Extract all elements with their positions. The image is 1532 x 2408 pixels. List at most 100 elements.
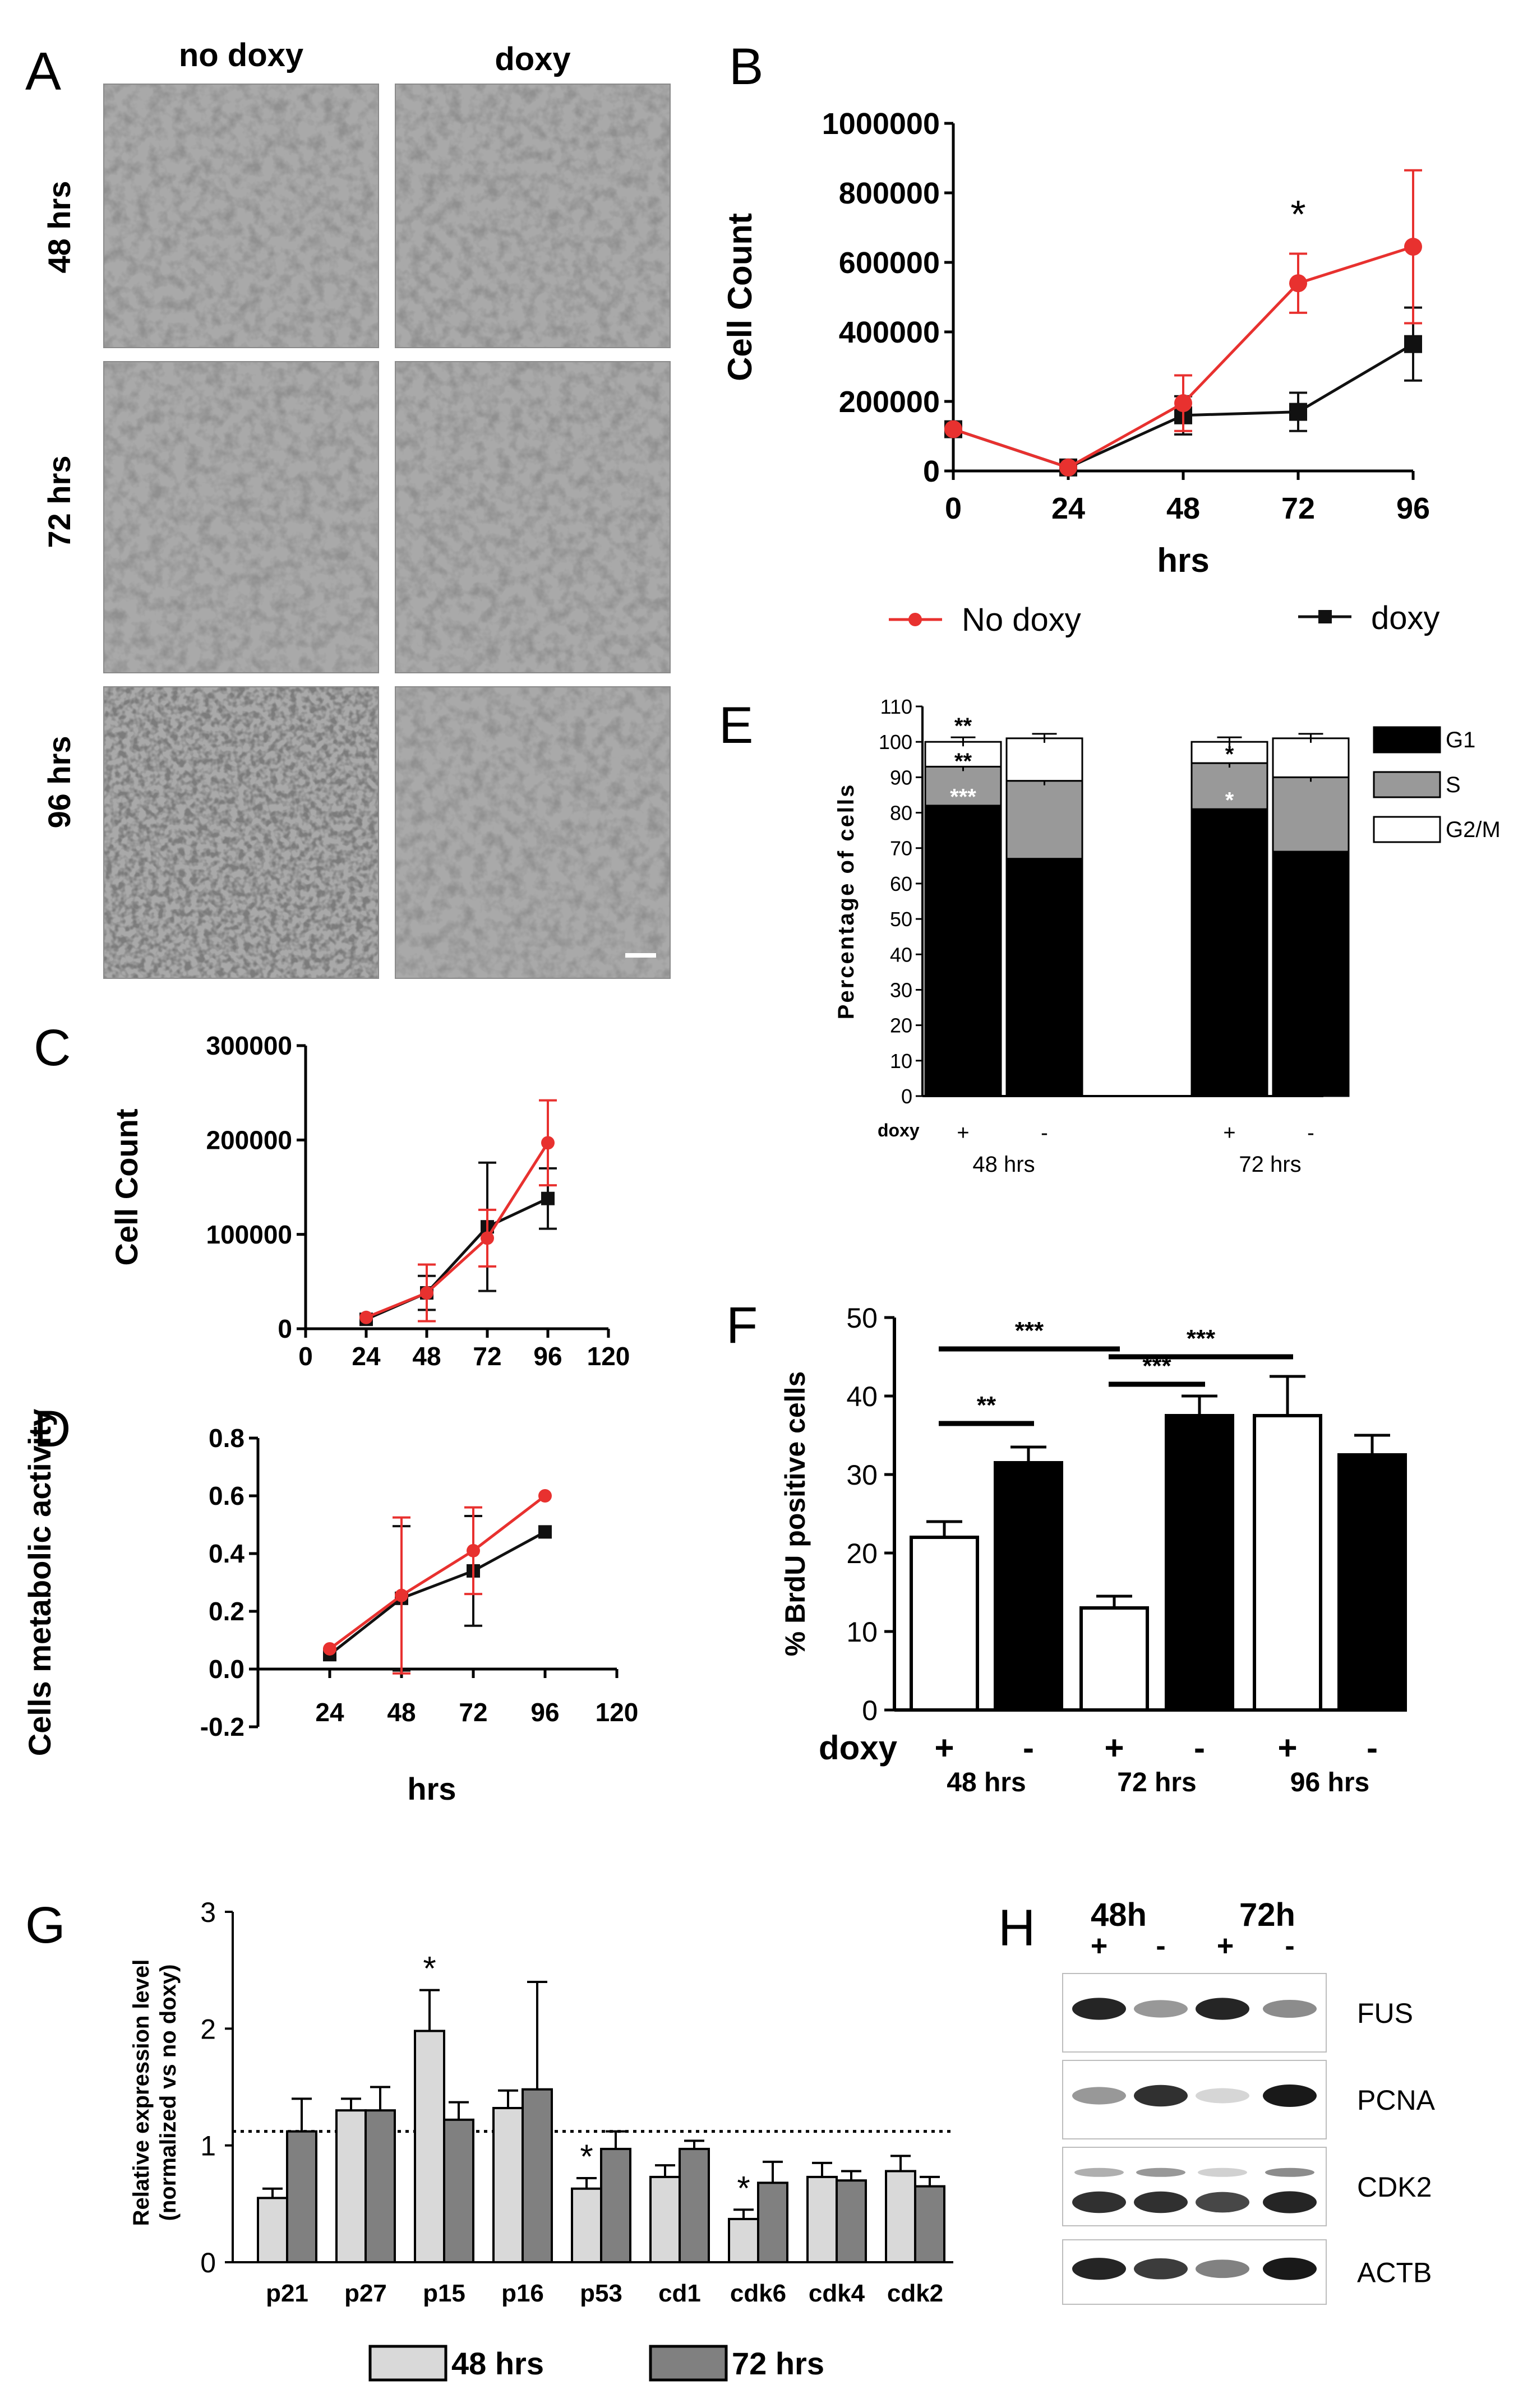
legend-label: S	[1446, 773, 1461, 797]
group-label: 72 hrs	[1117, 1768, 1196, 1797]
chart-b-letter: B	[729, 38, 763, 95]
doxy-sign: +	[1104, 1729, 1124, 1767]
x-axis: 24 48 72 96 120	[258, 1667, 638, 1727]
series-doxy	[323, 1515, 552, 1672]
micrograph-cells	[395, 362, 670, 673]
data-point	[1289, 403, 1307, 421]
significance-mark: **	[977, 1392, 996, 1419]
bar	[885, 2170, 916, 2263]
blot-membrane	[1062, 2147, 1327, 2226]
chart-c-svg: C0100000200000300000024487296120hrsCell …	[34, 1019, 630, 1428]
panel-g: G 0 1 2 3 Relative expression level (normalize…	[0, 1867, 998, 2405]
panel-d: D -0.2 0.0 0.2 0.4 0.6 0.8 24 48 72 96 120 hrs Cells …	[0, 1396, 695, 1867]
series-no-doxy	[944, 169, 1422, 477]
band	[1196, 2088, 1249, 2104]
panel-a: A no doxy doxy 48 hrs 72 hrs 96 hrs	[0, 0, 695, 1004]
lane-sign: +	[1217, 1930, 1234, 1962]
x-tick-label: 120	[587, 1342, 630, 1371]
chart-g-letter: G	[25, 1897, 66, 1954]
legend-label-48: 48 hrs	[451, 2346, 544, 2381]
bar	[1079, 1606, 1149, 1712]
blot-fus	[1062, 1973, 1327, 2053]
bar	[994, 1461, 1063, 1712]
micrograph-r2-c1	[103, 361, 379, 673]
segment-g1	[1190, 808, 1268, 1097]
y-tick-label: 110	[880, 695, 912, 718]
bar	[1253, 1414, 1322, 1712]
protein-label: FUS	[1357, 1998, 1413, 2029]
micrograph-cells	[104, 362, 379, 673]
x-axis-label: hrs	[407, 1771, 456, 1806]
y-axis-label: Percentage of cells	[834, 783, 859, 1020]
doxy-sign: +	[934, 1729, 954, 1767]
category-label: p21	[266, 2280, 308, 2307]
segment-s	[1005, 780, 1083, 860]
legend-marker-no-doxy	[908, 613, 922, 626]
col-header-no-doxy: no doxy	[179, 37, 303, 73]
lane-sign: -	[1285, 1930, 1294, 1962]
bar	[443, 2118, 474, 2264]
micrograph-r2-c2	[395, 361, 671, 673]
protein-label: CDK2	[1357, 2171, 1432, 2203]
bar	[910, 1536, 979, 1712]
series-no-doxy	[359, 1099, 557, 1324]
x-tick-label: 48	[412, 1342, 441, 1371]
x-axis-label: hrs	[1157, 542, 1209, 579]
significance-mark: *	[423, 1950, 436, 1988]
bar-48hrs-minus	[994, 1445, 1063, 1712]
doxy-sign: +	[957, 1121, 969, 1145]
category-label: p15	[423, 2280, 465, 2307]
x-tick-label: 48	[387, 1698, 416, 1727]
panel-a-letter: A	[25, 41, 61, 101]
x-tick-label: 96	[530, 1698, 559, 1727]
y-tick-label: 80	[890, 802, 912, 825]
x-tick-label: 0	[945, 492, 962, 525]
chart-e-letter: E	[719, 697, 753, 754]
category-label: p53	[580, 2280, 622, 2307]
band	[1072, 1998, 1126, 2020]
y-tick-label: 90	[890, 766, 912, 789]
bar-group-cd1	[649, 2139, 710, 2264]
legend-swatch-48	[368, 2345, 447, 2382]
stacked-bar-48hrs-plus	[924, 736, 1002, 1097]
bar	[836, 2179, 867, 2264]
segment-s	[1272, 776, 1350, 853]
micrograph-grid	[103, 84, 671, 979]
data-point	[420, 1286, 433, 1300]
legend-label-no-doxy: No doxy	[962, 602, 1081, 638]
category-label: p27	[344, 2280, 387, 2307]
doxy-row-label: doxy	[878, 1120, 920, 1140]
y-tick-label: 60	[890, 872, 912, 895]
stacked-bar-72hrs-minus	[1272, 733, 1350, 1097]
segment-g2m	[1272, 737, 1350, 778]
bar-group-p27	[335, 2086, 396, 2263]
y-tick-label: 0	[901, 1085, 912, 1108]
micrograph-border	[395, 686, 671, 979]
protein-label: PCNA	[1357, 2085, 1436, 2116]
micrograph-border	[103, 84, 379, 348]
bar-group-cdk6	[728, 2160, 788, 2264]
micrograph-border	[395, 361, 671, 673]
y-tick-label: 600000	[839, 246, 940, 280]
group-label: 96 hrs	[1290, 1768, 1369, 1797]
data-point	[944, 420, 962, 438]
row-header-72: 72 hrs	[41, 456, 77, 548]
micrograph-r3-c2	[395, 686, 671, 979]
time-label-72h: 72h	[1239, 1897, 1295, 1933]
y-tick-label: 100	[879, 731, 912, 754]
data-point	[541, 1136, 555, 1150]
y-axis-label: Cell Count	[109, 1109, 144, 1266]
band	[1196, 2192, 1249, 2213]
bar-group-p15	[414, 1989, 474, 2264]
bar	[1337, 1453, 1407, 1712]
stacked-bar-72hrs-plus	[1190, 736, 1268, 1097]
y-axis-label: Cells metabolic activity	[22, 1409, 57, 1756]
row-header-48: 48 hrs	[41, 181, 77, 274]
bar	[364, 2109, 396, 2263]
legend-swatch	[1373, 816, 1441, 843]
bar	[522, 2088, 553, 2263]
panel-h: H 48h 72h + - + - FUS PCNA CDK2 ACTB	[998, 1867, 1532, 2405]
y-tick-label: 0	[923, 455, 940, 488]
chart-b-legend: No doxy doxy	[889, 600, 1440, 638]
